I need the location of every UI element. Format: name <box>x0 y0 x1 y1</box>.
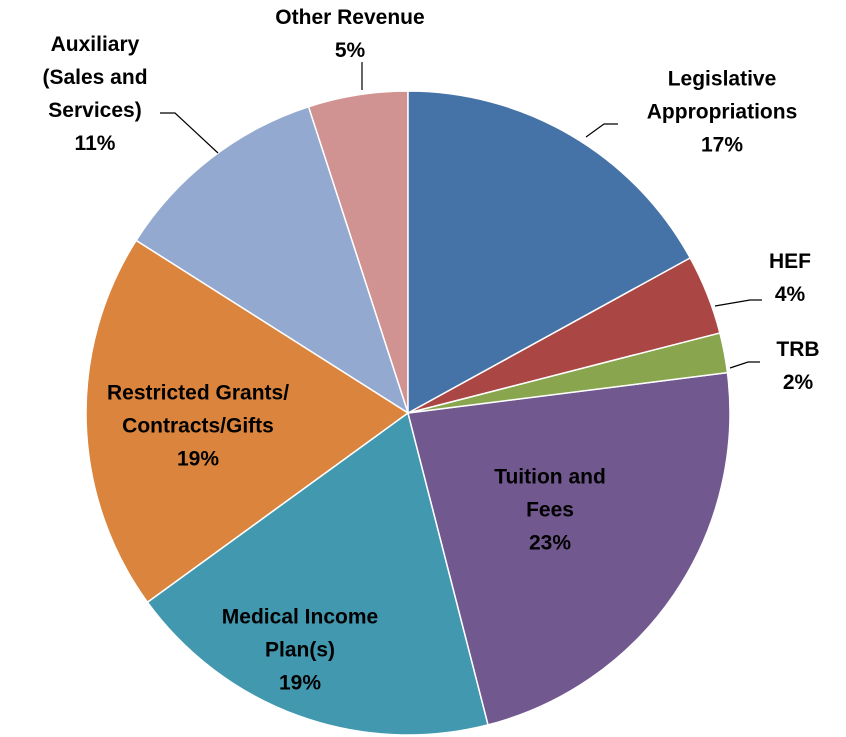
category-name: HEF <box>769 250 811 273</box>
pie-slice <box>135 105 410 415</box>
slice-label: TRB 2% <box>776 333 819 399</box>
leader-line <box>714 299 762 307</box>
pie-slice <box>146 411 489 736</box>
slice-label: Other Revenue 5% <box>275 1 424 67</box>
slice-label: HEF 4% <box>769 245 811 311</box>
pie-slice <box>85 239 410 604</box>
pie-slice <box>407 90 692 415</box>
category-name: Tuition and Fees <box>494 465 606 522</box>
category-name: TRB <box>776 338 820 361</box>
slice-label: Auxiliary (Sales and Services) 11% <box>42 28 147 160</box>
leader-line <box>585 123 618 138</box>
slice-label: Medical Income Plan(s) 19% <box>222 601 378 700</box>
value-label: 19% <box>278 671 322 695</box>
value-label: 4% <box>774 283 806 306</box>
category-name: Other Revenue <box>275 6 425 29</box>
value-label: 23% <box>528 531 572 555</box>
category-name: Restricted Grants/ Contracts/Gifts <box>106 381 290 438</box>
slice-label: Restricted Grants/ Contracts/Gifts 19% <box>107 377 289 476</box>
leader-lines <box>160 62 762 369</box>
value-label: 19% <box>176 447 220 471</box>
category-name: Legislative Appropriations <box>646 67 798 124</box>
value-label: 5% <box>334 39 366 62</box>
pie-slice <box>407 371 731 726</box>
leader-line <box>160 112 219 154</box>
value-label: 2% <box>782 371 814 394</box>
value-label: 17% <box>700 133 744 157</box>
category-name: Auxiliary (Sales and Services) <box>42 33 148 122</box>
slice-label: Legislative Appropriations 17% <box>647 63 798 162</box>
slice-label: Tuition and Fees 23% <box>494 461 606 560</box>
leader-line <box>729 361 760 369</box>
value-label: 11% <box>74 132 116 155</box>
category-name: Medical Income Plan(s) <box>221 605 379 662</box>
